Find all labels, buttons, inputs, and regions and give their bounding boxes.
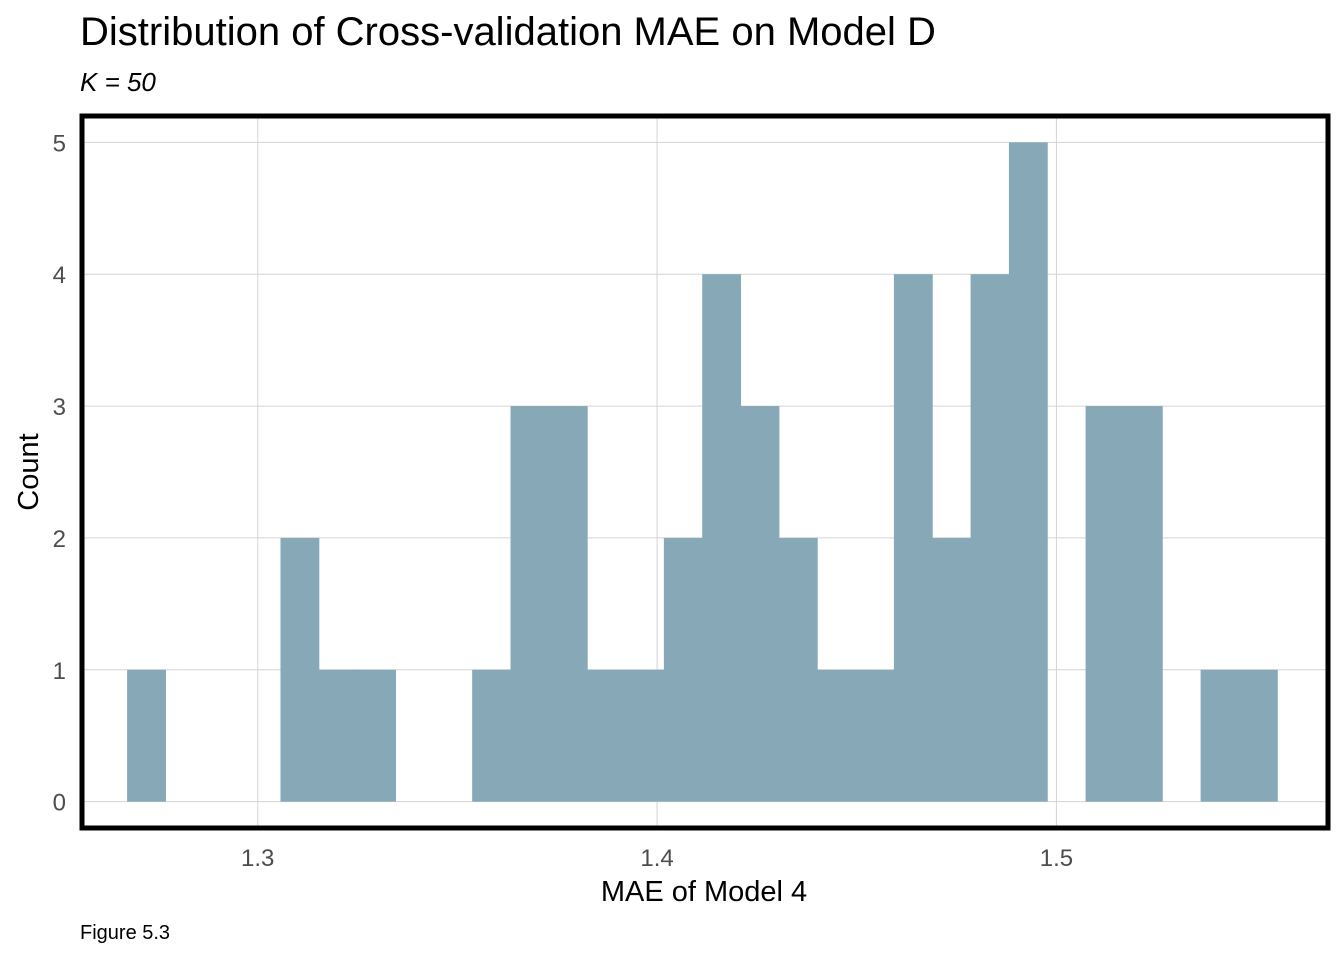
histogram-bar xyxy=(1085,406,1125,802)
panel-border xyxy=(79,113,1331,831)
histogram-bar xyxy=(970,274,1010,802)
y-axis-title: Count xyxy=(13,433,45,510)
histogram-bar xyxy=(625,669,665,802)
histogram-bar xyxy=(280,537,320,802)
x-tick-label: 1.5 xyxy=(1040,845,1073,872)
histogram-bar xyxy=(472,669,512,802)
histogram-bar xyxy=(893,274,933,802)
histogram-bar xyxy=(740,406,780,802)
y-tick-label: 2 xyxy=(53,526,66,553)
y-tick-label: 5 xyxy=(53,130,66,157)
histogram-bar xyxy=(663,537,703,802)
histogram-bar xyxy=(855,669,895,802)
y-tick-label: 0 xyxy=(53,790,66,817)
x-tick-label: 1.3 xyxy=(241,845,274,872)
histogram-bar xyxy=(932,537,972,802)
histogram-bar xyxy=(1123,406,1163,802)
chart-title: Distribution of Cross-validation MAE on … xyxy=(80,10,936,54)
histogram-bar xyxy=(702,274,742,802)
histogram-bar xyxy=(127,669,166,802)
histogram-bar xyxy=(1200,669,1240,802)
histogram-bar xyxy=(510,406,550,802)
histogram-bar xyxy=(778,537,818,802)
y-tick-label: 1 xyxy=(53,658,66,685)
y-tick-label: 3 xyxy=(53,394,66,421)
x-tick-label: 1.4 xyxy=(640,845,673,872)
figure-caption: Figure 5.3 xyxy=(80,922,171,944)
histogram-bar xyxy=(548,406,588,802)
histogram-bar xyxy=(1238,669,1278,802)
histogram-bars xyxy=(127,142,1278,802)
histogram-bar xyxy=(357,669,396,802)
histogram-bar xyxy=(817,669,857,802)
y-tick-label: 4 xyxy=(53,262,66,289)
x-axis-title: MAE of Model 4 xyxy=(601,876,807,908)
chart-subtitle: K = 50 xyxy=(80,67,156,97)
histogram-bar xyxy=(1008,142,1048,802)
axis-tick-labels: 0 1 2 3 4 5 1.3 1.4 1.5 xyxy=(53,130,1073,872)
histogram-bar xyxy=(587,669,627,802)
histogram-bar xyxy=(318,669,358,802)
